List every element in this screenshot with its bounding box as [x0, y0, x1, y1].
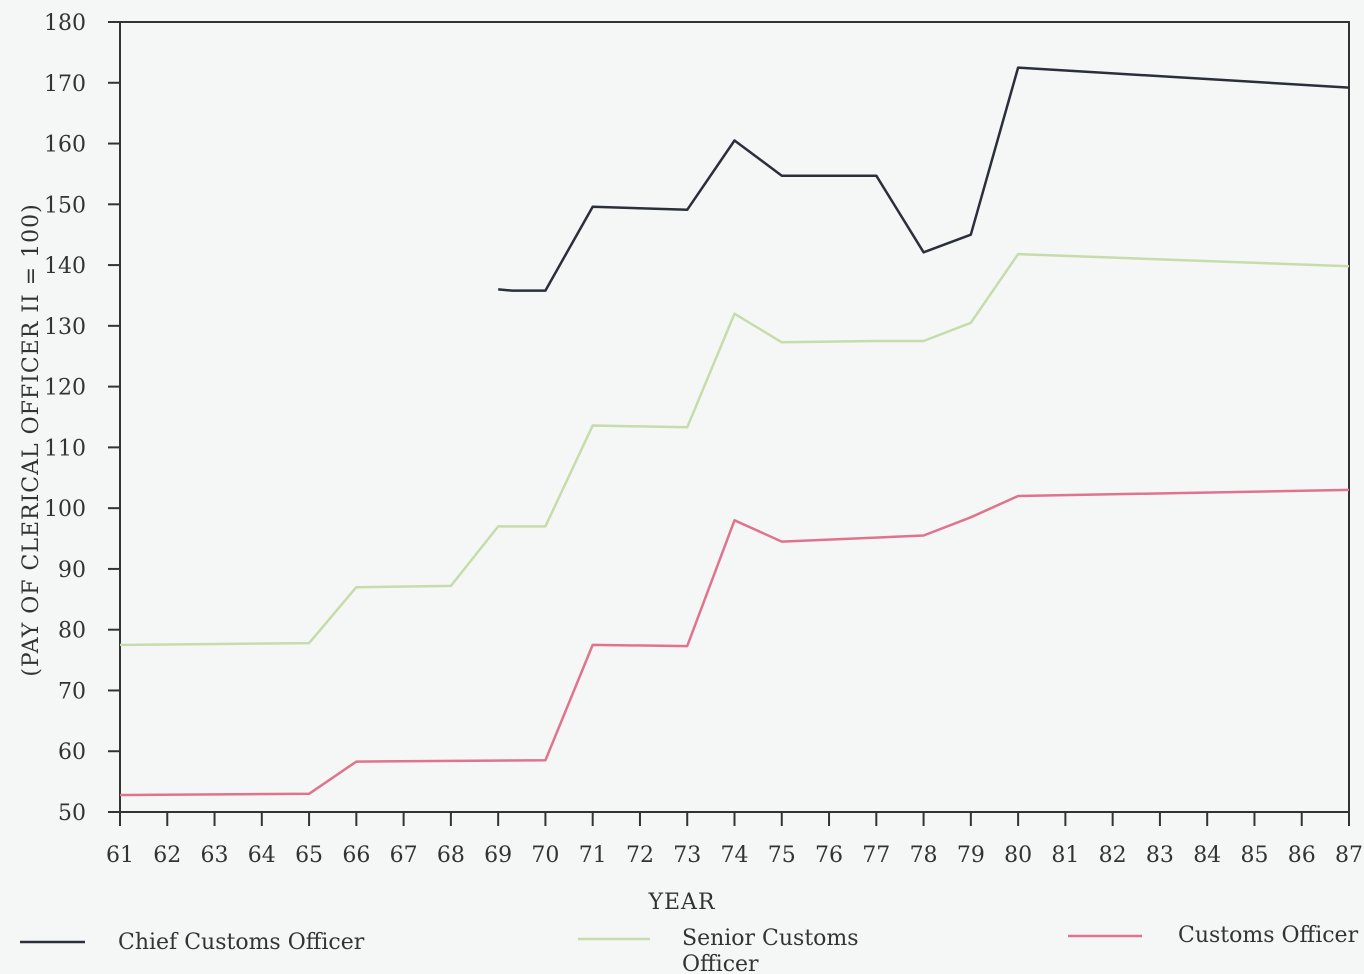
x-tick-label: 72 — [626, 843, 654, 868]
legend: Chief Customs Officer Senior Customs Offic… — [20, 923, 1359, 974]
x-tick-label: 71 — [579, 843, 607, 868]
x-tick-label: 67 — [390, 843, 418, 868]
x-tick-label: 86 — [1288, 843, 1316, 868]
series-lines — [119, 66, 1350, 797]
y-tick-label: 70 — [58, 679, 86, 704]
x-tick-label: 61 — [106, 843, 134, 868]
x-tick-label: 74 — [721, 843, 749, 868]
y-tick-label: 150 — [44, 193, 86, 218]
y-tick-label: 110 — [44, 436, 86, 461]
x-tick-label: 66 — [342, 843, 370, 868]
x-tick-label: 64 — [248, 843, 276, 868]
x-tick-label: 87 — [1335, 843, 1363, 868]
y-tick-label: 140 — [44, 254, 86, 279]
x-tick-label: 73 — [673, 843, 701, 868]
x-tick-label: 68 — [437, 843, 465, 868]
x-tick-label: 69 — [484, 843, 512, 868]
series-line-1 — [119, 252, 1350, 647]
y-tick-label: 60 — [58, 740, 86, 765]
legend-label-1: Senior Customs Officer — [682, 926, 859, 974]
y-tick-label: 90 — [58, 558, 86, 583]
x-axis-ticks: 61 62 63 64 65 66 67 68 69 70 71 72 73 74 75 76 77 78 79 80… — [106, 812, 1363, 868]
legend-label-2: Customs Officer — [1178, 923, 1359, 948]
y-axis-title: (PAY OF CLERICAL OFFICER II = 100) — [19, 203, 44, 676]
x-tick-label: 85 — [1240, 843, 1268, 868]
legend-label-0: Chief Customs Officer — [118, 930, 365, 955]
y-tick-label: 50 — [58, 801, 86, 826]
x-tick-label: 84 — [1193, 843, 1221, 868]
x-axis-title: YEAR — [647, 890, 715, 915]
y-tick-label: 180 — [44, 11, 86, 36]
y-tick-label: 170 — [44, 72, 86, 97]
x-tick-label: 81 — [1051, 843, 1079, 868]
y-tick-label: 100 — [44, 497, 86, 522]
x-tick-label: 70 — [531, 843, 559, 868]
y-tick-label: 160 — [44, 133, 86, 158]
y-tick-label: 130 — [44, 315, 86, 340]
x-tick-label: 82 — [1099, 843, 1127, 868]
x-tick-label: 76 — [815, 843, 843, 868]
y-tick-label: 80 — [58, 619, 86, 644]
x-tick-label: 79 — [957, 843, 985, 868]
series-line-0 — [498, 66, 1350, 292]
y-axis-ticks: 50 60 70 80 90 100 110 120 130 140 150 160 170 180 — [44, 11, 120, 826]
y-tick-label: 120 — [44, 376, 86, 401]
series-line-2 — [119, 488, 1350, 797]
x-tick-label: 65 — [295, 843, 323, 868]
x-tick-label: 62 — [153, 843, 181, 868]
x-tick-label: 75 — [768, 843, 796, 868]
x-tick-label: 77 — [862, 843, 890, 868]
x-tick-label: 80 — [1004, 843, 1032, 868]
x-tick-label: 63 — [201, 843, 229, 868]
x-tick-label: 83 — [1146, 843, 1174, 868]
x-tick-label: 78 — [910, 843, 938, 868]
